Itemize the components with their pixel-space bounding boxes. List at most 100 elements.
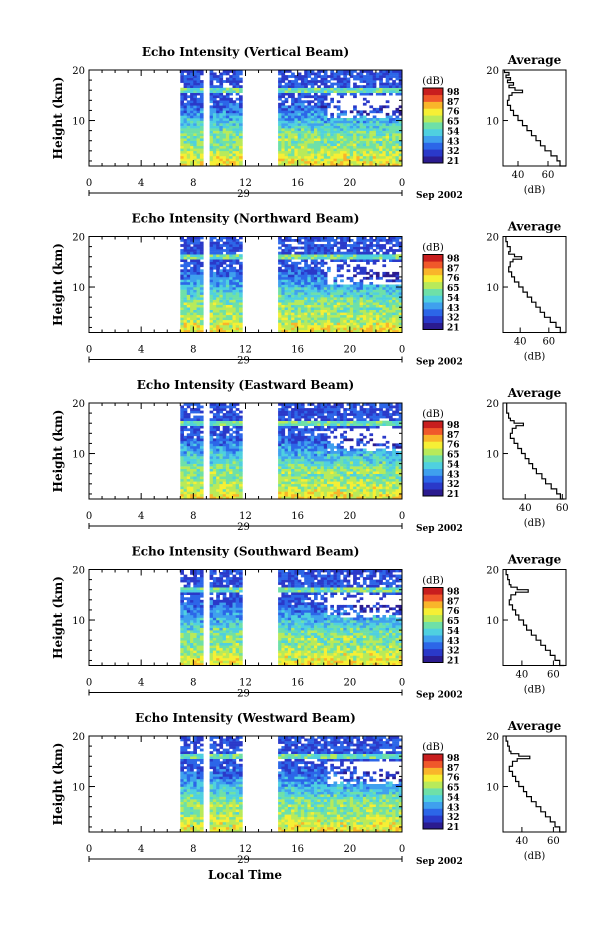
heatmap-cell (362, 90, 367, 93)
heatmap-cell (382, 264, 387, 268)
heatmap-cell (320, 483, 325, 487)
heatmap-cell (379, 289, 383, 293)
heatmap-cell (372, 115, 377, 119)
heatmap-cell (232, 493, 237, 497)
heatmap-cell (389, 304, 393, 308)
heatmap-cell (304, 468, 308, 472)
heatmap-cell (229, 307, 233, 310)
heatmap-cell (183, 478, 188, 482)
heatmap-cell (310, 110, 315, 114)
heatmap-cell (278, 284, 282, 288)
heatmap-cell (346, 143, 351, 147)
heatmap-cell (372, 130, 377, 134)
heatmap-cell (356, 140, 361, 144)
heatmap-cell (340, 135, 344, 139)
heatmap-cell (349, 158, 354, 162)
heatmap-cell (199, 287, 204, 290)
heatmap-cell (193, 148, 197, 152)
heatmap-cell (359, 92, 364, 96)
heatmap-cell (229, 287, 233, 290)
heatmap-cell (219, 299, 224, 303)
heatmap-cell (284, 493, 289, 497)
heatmap-cell (232, 70, 237, 73)
heatmap-cell (190, 120, 194, 124)
heatmap-cell (209, 471, 214, 474)
heatmap-cell (190, 471, 194, 474)
heatmap-cell (294, 148, 299, 152)
heatmap-cell (336, 289, 341, 293)
heatmap-cell (385, 70, 390, 73)
heatmap-cell (239, 158, 243, 162)
heatmap-cell (379, 75, 383, 78)
heatmap-cell (349, 294, 354, 298)
heatmap-cell (216, 87, 220, 91)
heatmap-cell (320, 486, 325, 490)
heatmap-cell (222, 327, 227, 331)
heatmap-cell (395, 241, 400, 245)
heatmap-cell (287, 133, 292, 136)
heatmap-cell (278, 478, 282, 482)
heatmap-cell (222, 120, 227, 124)
heatmap-cell (291, 302, 295, 305)
heatmap-cell (235, 87, 240, 91)
heatmap-cell (232, 274, 237, 278)
heatmap-cell (389, 70, 393, 73)
heatmap-cell (314, 239, 318, 242)
heatmap-cell (199, 150, 204, 154)
heatmap-cell (362, 160, 367, 164)
heatmap-cell (209, 266, 214, 270)
heatmap-cell (297, 408, 302, 411)
heatmap-cell (212, 408, 217, 411)
heatmap-cell (294, 77, 299, 81)
heatmap-cell (314, 107, 318, 111)
heatmap-cell (284, 463, 289, 467)
heatmap-cell (304, 105, 308, 109)
heatmap-cell (190, 77, 194, 81)
heatmap-cell (346, 128, 351, 131)
heatmap-cell (225, 271, 230, 275)
heatmap-cell (183, 274, 188, 278)
heatmap-cell (229, 143, 233, 147)
heatmap-cell (190, 155, 194, 159)
heatmap-cell (314, 473, 318, 477)
heatmap-cell (356, 244, 361, 247)
heatmap-cell (287, 95, 292, 99)
heatmap-cell (193, 123, 197, 126)
heatmap-cell (382, 130, 387, 134)
heatmap-cell (284, 405, 289, 409)
heatmap-cell (193, 297, 197, 300)
heatmap-cell (180, 107, 184, 111)
heatmap-cell (389, 292, 393, 295)
heatmap-cell (320, 493, 325, 497)
heatmap-cell (219, 276, 224, 280)
heatmap-cell (284, 130, 289, 134)
heatmap-cell (199, 445, 204, 449)
heatmap-cell (284, 435, 289, 439)
heatmap-cell (314, 448, 318, 452)
heatmap-cell (219, 112, 224, 116)
heatmap-cell (323, 133, 328, 136)
heatmap-cell (291, 264, 295, 268)
heatmap-cell (356, 123, 361, 126)
heatmap-cell (297, 105, 302, 109)
heatmap-cell (190, 246, 194, 250)
heatmap-cell (300, 87, 305, 91)
heatmap-cell (284, 82, 289, 86)
heatmap-cell (359, 112, 364, 116)
heatmap-cell (323, 304, 328, 308)
heatmap-cell (362, 322, 367, 326)
heatmap-cell (398, 130, 403, 134)
heatmap-cell (297, 466, 302, 469)
heatmap-cell (333, 319, 338, 323)
heatmap-cell (219, 82, 224, 86)
heatmap-cell (278, 115, 282, 119)
heatmap-cell (317, 415, 321, 419)
heatmap-cell (317, 304, 321, 308)
heatmap-cell (330, 327, 334, 331)
heatmap-cell (225, 425, 230, 429)
heatmap-cell (216, 304, 220, 308)
heatmap-cell (327, 90, 331, 93)
heatmap-cell (193, 420, 197, 424)
heatmap-cell (291, 468, 295, 472)
heatmap-cell (392, 125, 396, 129)
